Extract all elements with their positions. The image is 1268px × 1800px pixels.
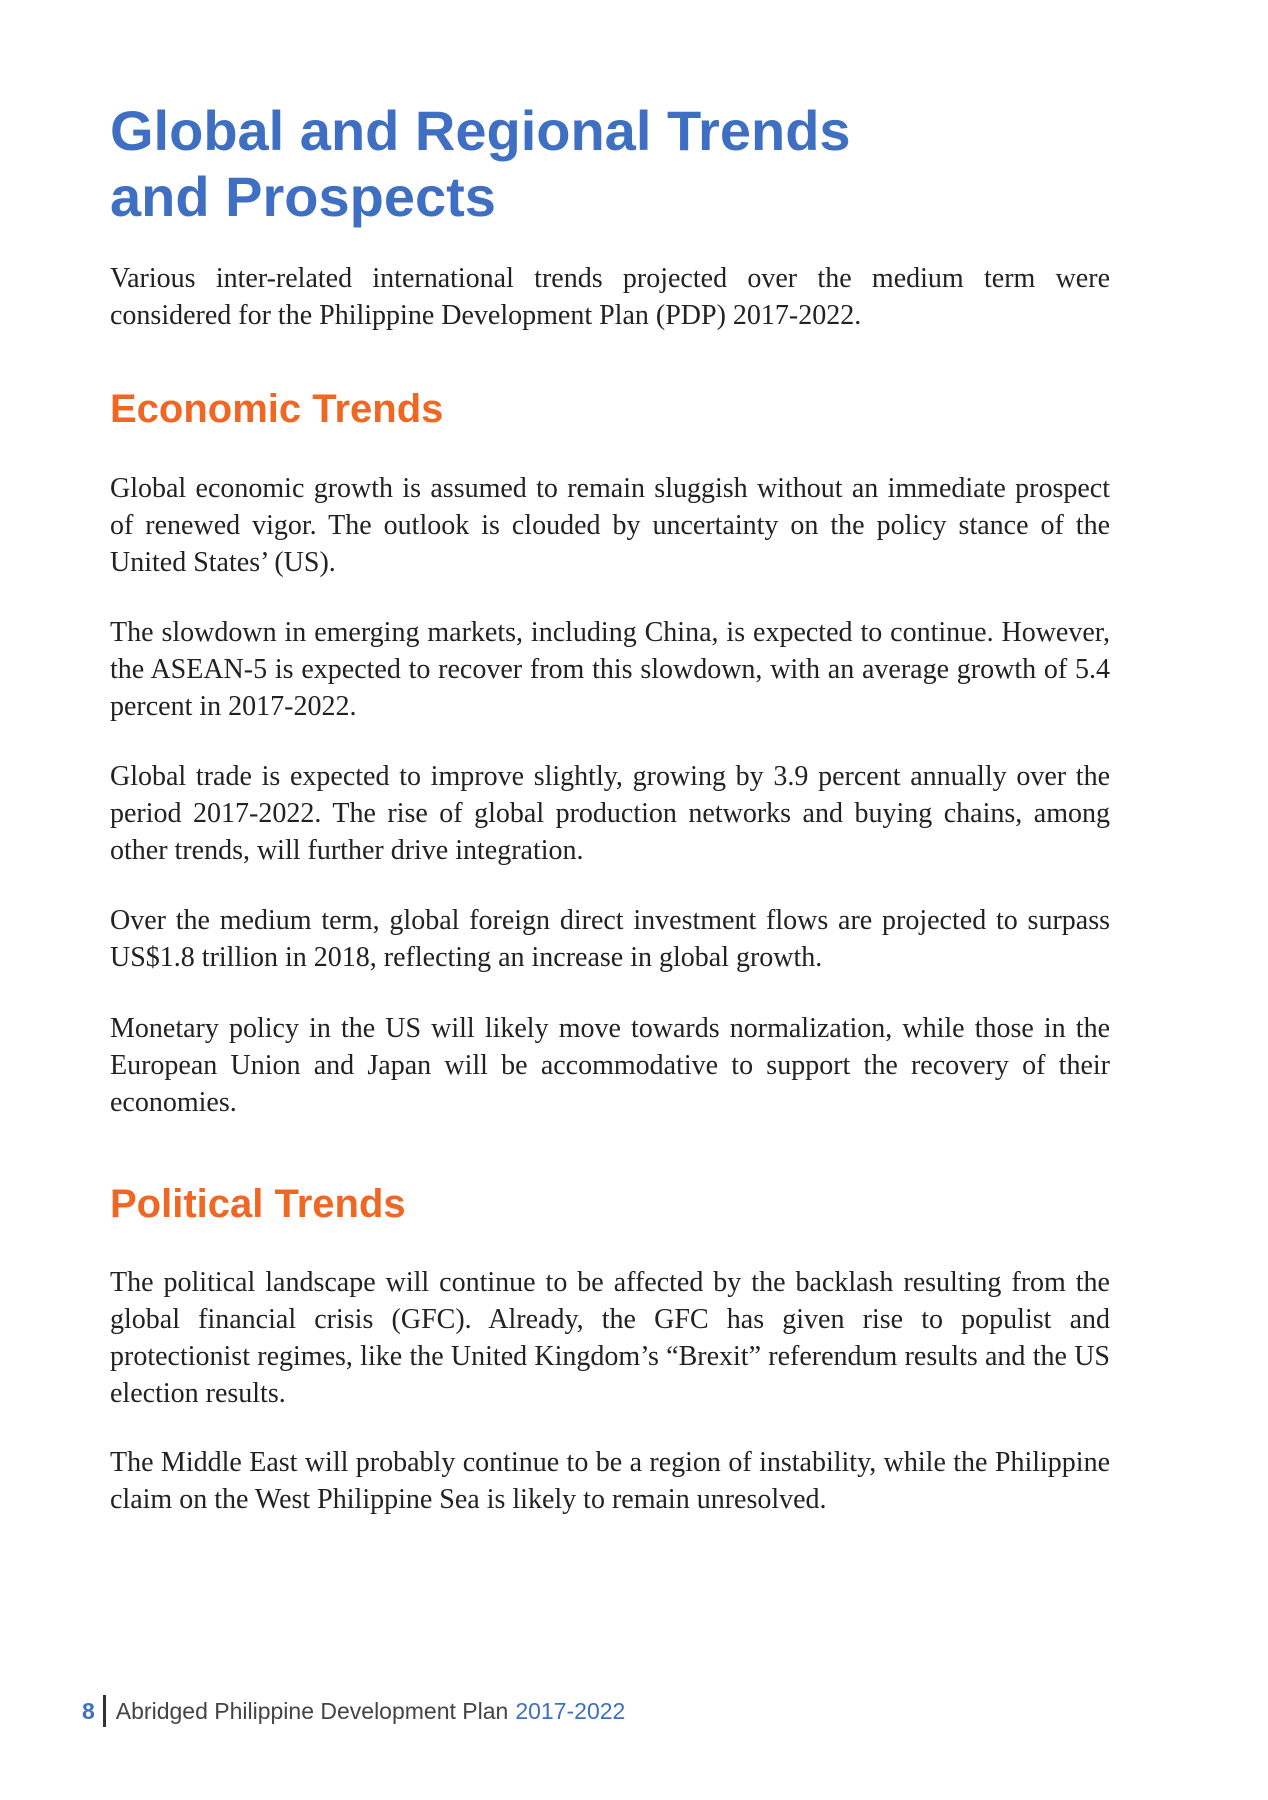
section-heading-economic: Economic Trends bbox=[110, 387, 444, 431]
intro-paragraph: Various inter-related international tren… bbox=[110, 263, 1110, 331]
footer-publication-title: Abridged Philippine Development Plan bbox=[115, 1697, 509, 1724]
economic-paragraph-2: The slowdown in emerging markets, includ… bbox=[110, 617, 1110, 722]
page-title: Global and Regional Trends and Prospects bbox=[110, 98, 1010, 230]
page-title-line-1: Global and Regional Trends bbox=[110, 99, 851, 162]
economic-paragraph-1: Global economic growth is assumed to rem… bbox=[110, 473, 1110, 578]
footer-divider bbox=[102, 1695, 106, 1727]
page-title-line-2: and Prospects bbox=[110, 165, 496, 228]
page-footer: 8 Abridged Philippine Development Plan 2… bbox=[82, 1694, 625, 1728]
political-paragraph-2: The Middle East will probably continue t… bbox=[110, 1447, 1110, 1515]
economic-paragraph-3: Global trade is expected to improve slig… bbox=[110, 761, 1110, 866]
footer-years: 2017-2022 bbox=[515, 1697, 626, 1724]
section-heading-political: Political Trends bbox=[110, 1182, 406, 1226]
political-paragraph-1: The political landscape will continue to… bbox=[110, 1267, 1110, 1409]
economic-paragraph-5: Monetary policy in the US will likely mo… bbox=[110, 1013, 1110, 1118]
economic-paragraph-4: Over the medium term, global foreign dir… bbox=[110, 905, 1110, 973]
page-number: 8 bbox=[82, 1697, 95, 1724]
